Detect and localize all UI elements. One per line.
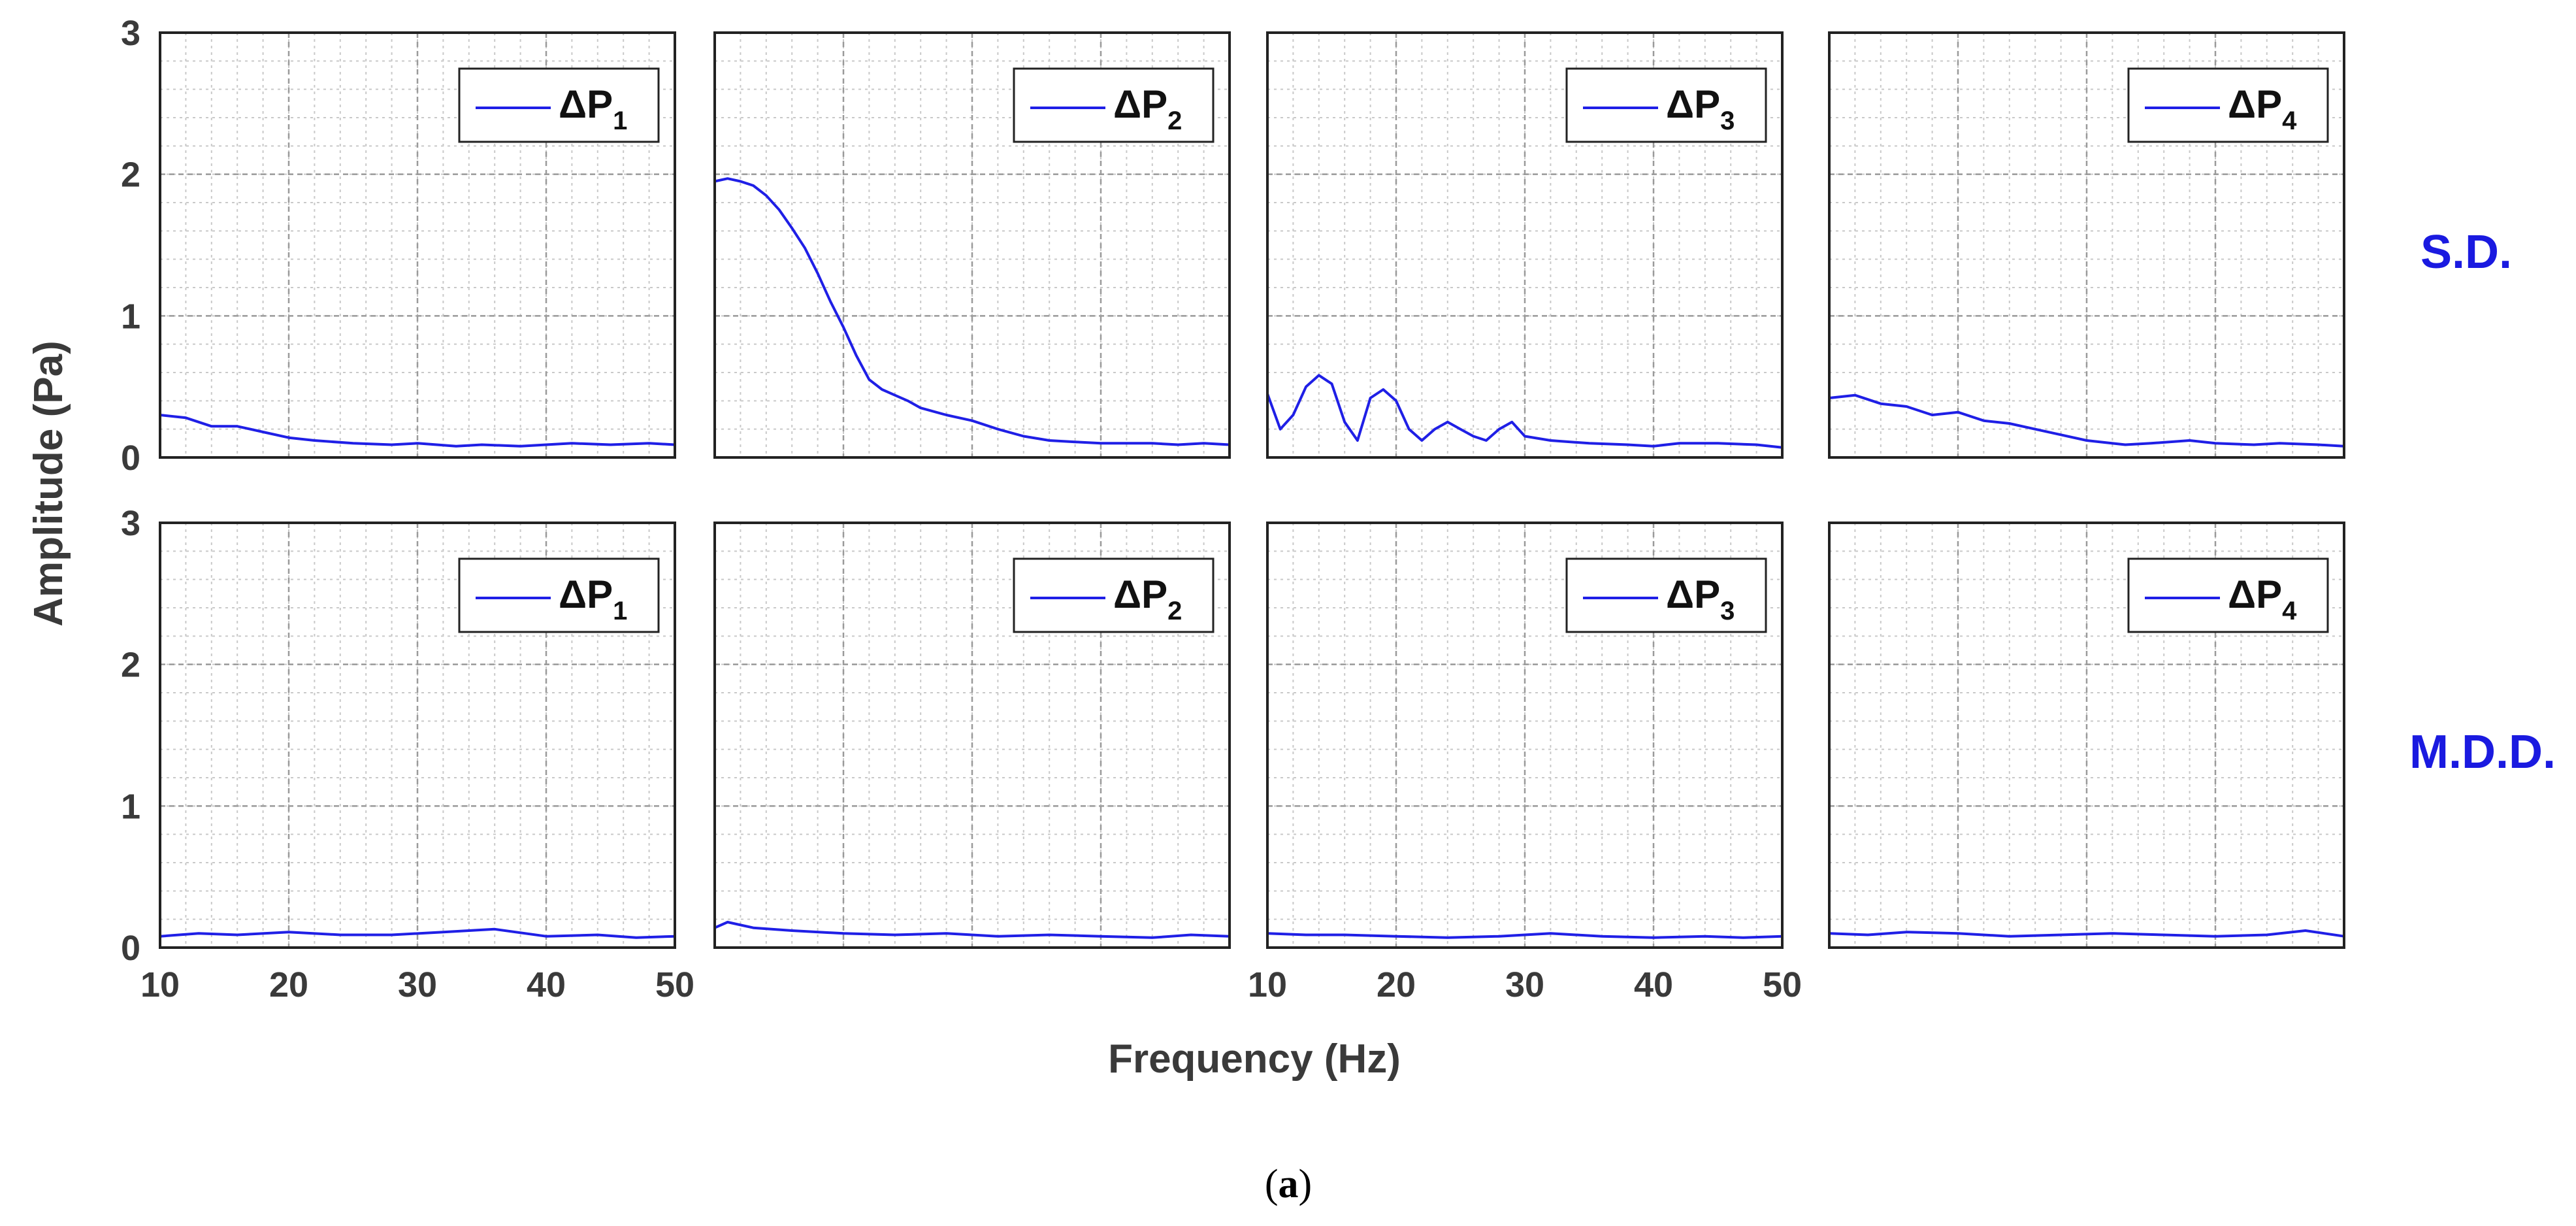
y-tick-label: 1 — [121, 297, 140, 336]
legend-subscript: 1 — [613, 597, 627, 625]
caption-open: ( — [1265, 1162, 1279, 1206]
axes-frame — [1266, 522, 1784, 949]
axes-frame — [159, 522, 676, 949]
figure-caption: (a) — [1265, 1162, 1312, 1206]
series-line-dp3 — [1267, 932, 1783, 939]
legend-subscript: 3 — [1720, 597, 1735, 625]
subplot-r2-c1: 0 1 2 3 10 20 30 40 50 ΔP1 — [121, 504, 694, 1004]
legend-dp2: ΔP2 — [1013, 67, 1215, 143]
series-line-dp2 — [714, 177, 1230, 446]
y-axis-label: Amplitude (Pa) — [26, 340, 71, 626]
y-tick-label: 3 — [121, 14, 140, 53]
axes-frame — [1828, 31, 2345, 459]
legend-box — [1013, 67, 1215, 143]
y-tick-label: 3 — [121, 504, 140, 543]
axes-frame — [713, 31, 1231, 459]
axes-frame — [1266, 31, 1784, 459]
legend-subscript: 4 — [2282, 597, 2297, 625]
subplot-r1-c4: ΔP4 — [1828, 31, 2345, 459]
x-tick-label: 10 — [1248, 965, 1287, 1004]
axes-frame — [713, 522, 1231, 949]
caption-close: ) — [1299, 1162, 1312, 1206]
legend-dp3: ΔP3 — [1565, 67, 1767, 143]
legend-subscript: 2 — [1167, 107, 1182, 135]
x-tick-label: 10 — [140, 965, 180, 1004]
series-line-dp1 — [159, 414, 676, 448]
legend-dp4: ΔP4 — [2127, 557, 2329, 633]
legend-subscript: 2 — [1167, 597, 1182, 625]
y-tick-label: 0 — [121, 439, 140, 478]
legend-dp4: ΔP4 — [2127, 67, 2329, 143]
legend-box — [2127, 557, 2329, 633]
subplot-r2-c3: 10 20 30 40 50 ΔP3 — [1248, 522, 1802, 1004]
x-tick-label: 20 — [269, 965, 308, 1004]
legend-box — [2127, 67, 2329, 143]
subplot-r2-c2: ΔP2 — [713, 522, 1231, 949]
legend-subscript: 4 — [2282, 107, 2297, 135]
series-line-dp3 — [1266, 374, 1783, 449]
legend-dp3: ΔP3 — [1565, 557, 1767, 633]
series-line-dp4 — [1829, 393, 2345, 448]
x-tick-label: 30 — [1505, 965, 1544, 1004]
legend-box — [458, 67, 660, 143]
x-tick-label: 40 — [1634, 965, 1673, 1004]
axes-frame — [1828, 522, 2345, 949]
x-tick-label: 50 — [1763, 965, 1802, 1004]
legend-box — [458, 557, 660, 633]
row-label-sd: S.D. — [2421, 226, 2512, 278]
y-tick-label: 1 — [121, 787, 140, 826]
x-tick-label: 30 — [398, 965, 437, 1004]
x-tick-label: 20 — [1377, 965, 1416, 1004]
series-line-dp4 — [1829, 929, 2345, 938]
legend-dp1: ΔP1 — [458, 557, 660, 633]
x-axis-label: Frequency (Hz) — [1108, 1036, 1401, 1082]
legend-dp1: ΔP1 — [458, 67, 660, 143]
x-tick-label: 40 — [527, 965, 566, 1004]
legend-box — [1013, 557, 1215, 633]
subplot-r1-c3: ΔP3 — [1266, 31, 1784, 459]
legend-dp2: ΔP2 — [1013, 557, 1215, 633]
legend-subscript: 3 — [1720, 107, 1735, 135]
subplot-r2-c4: ΔP4 — [1828, 522, 2345, 949]
y-tick-label: 0 — [121, 929, 140, 968]
caption-letter: a — [1279, 1162, 1299, 1206]
y-tick-label: 2 — [121, 646, 140, 685]
row-label-mdd: M.D.D. — [2409, 726, 2556, 778]
axes-frame — [159, 31, 676, 459]
subplot-r1-c1: 0 1 2 3 ΔP1 — [121, 14, 676, 478]
subplot-r1-c2: ΔP2 — [713, 31, 1231, 459]
legend-box — [1565, 557, 1767, 633]
x-tick-label: 50 — [655, 965, 694, 1004]
y-tick-label: 2 — [121, 156, 140, 195]
legend-subscript: 1 — [613, 107, 627, 135]
legend-box — [1565, 67, 1767, 143]
series-line-dp1 — [159, 927, 676, 939]
series-line-dp2 — [714, 921, 1230, 939]
